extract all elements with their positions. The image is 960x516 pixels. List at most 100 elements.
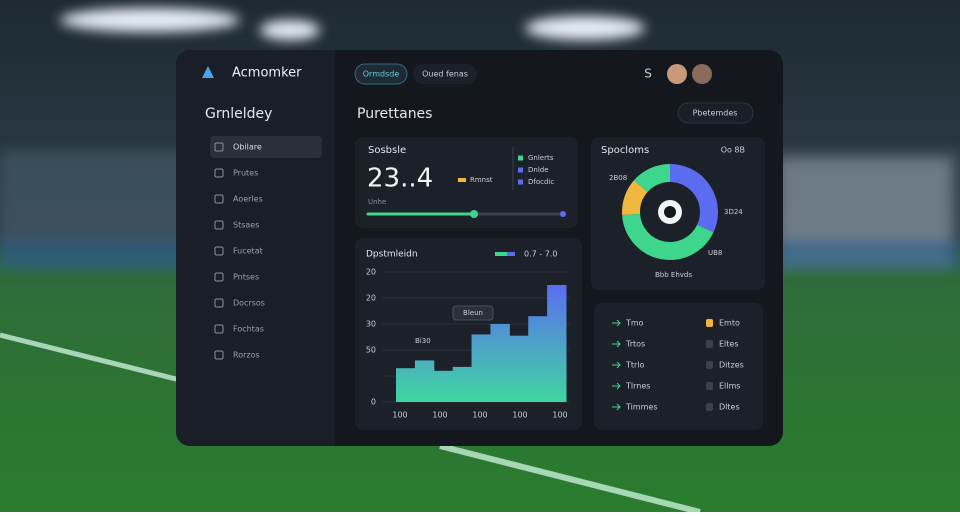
nav-item: Aoerles xyxy=(233,195,263,204)
row-value: Ellms xyxy=(719,382,740,391)
donut-segment xyxy=(622,180,648,216)
y-tick-label: 20 xyxy=(366,294,376,303)
stat-legend: Dfocdic xyxy=(528,178,554,186)
nav-item: Stsaes xyxy=(233,221,259,230)
area-step xyxy=(414,360,435,402)
avatar[interactable] xyxy=(667,64,687,84)
row-badge xyxy=(706,319,713,327)
main-title: Purettanes xyxy=(357,106,432,122)
donut-label: UB8 xyxy=(708,249,722,257)
stat-badge: Rmnst xyxy=(470,176,493,184)
button[interactable] xyxy=(677,102,754,124)
nav-icon xyxy=(214,272,224,282)
sidebar-title: Grnleldey xyxy=(205,106,272,122)
nav-item: Pntses xyxy=(233,273,259,282)
x-tick-label: 100 xyxy=(472,411,487,420)
row-badge xyxy=(706,340,713,348)
annotation: Bleun xyxy=(463,309,483,317)
row-label: Timmes xyxy=(625,403,658,412)
row-icon xyxy=(612,382,621,390)
tab-label[interactable]: Oued fenas xyxy=(422,70,468,79)
stat-value: 23..4 xyxy=(367,164,433,194)
donut-title: Spocloms xyxy=(601,145,649,156)
x-tick-label: 100 xyxy=(392,411,407,420)
y-tick-label: 50 xyxy=(366,346,376,355)
field-line xyxy=(439,443,701,515)
tab[interactable] xyxy=(354,63,408,85)
nav-icon xyxy=(214,298,224,308)
nav-item: Prutes xyxy=(233,169,258,178)
y-tick-label: 20 xyxy=(366,268,376,277)
area-step xyxy=(490,324,510,402)
icon[interactable]: S xyxy=(644,67,652,81)
donut-segment xyxy=(669,164,718,233)
button-label[interactable]: Pbetemdes xyxy=(693,109,738,118)
legend-swatch xyxy=(518,179,523,185)
row-icon xyxy=(612,403,621,411)
legend-swatch xyxy=(495,252,507,256)
row-label: Trtos xyxy=(625,340,645,349)
list-card xyxy=(594,303,763,430)
field-line xyxy=(0,332,181,383)
row-value: Dltes xyxy=(719,403,740,412)
stat-footer: Unhe xyxy=(368,198,386,206)
x-tick-label: 100 xyxy=(432,411,447,420)
area-step xyxy=(471,334,491,402)
logo-icon xyxy=(202,66,214,78)
row-value: Eltes xyxy=(719,340,739,349)
donut-label: Bbb Ehvds xyxy=(655,271,692,279)
tab[interactable] xyxy=(413,64,477,84)
nav-icon xyxy=(214,168,224,178)
donut-legend: Oo 8B xyxy=(721,146,745,155)
sidebar-active xyxy=(210,136,322,158)
area-step xyxy=(547,285,567,402)
donut-segment xyxy=(633,164,671,193)
avatar[interactable] xyxy=(692,64,712,84)
annotation: Bi30 xyxy=(415,337,431,345)
donut-label: 3D24 xyxy=(724,208,743,216)
logo: Acmomker xyxy=(232,66,302,81)
row-label: Tlrnes xyxy=(625,382,650,391)
chart-legend: 0.7 - 7.0 xyxy=(524,250,557,259)
legend-swatch xyxy=(507,252,515,256)
nav-icon xyxy=(214,220,224,230)
area-step xyxy=(528,316,548,402)
area-step xyxy=(396,368,416,402)
row-value: Ditzes xyxy=(719,361,744,370)
y-tick-label: 0 xyxy=(371,398,376,407)
row-badge xyxy=(706,382,713,390)
x-tick-label: 100 xyxy=(512,411,527,420)
row-icon xyxy=(612,319,621,327)
row-badge xyxy=(706,361,713,369)
nav-icon xyxy=(214,142,224,152)
y-tick-label: 30 xyxy=(366,320,376,329)
nav-item: Fochtas xyxy=(233,325,264,334)
row-icon xyxy=(612,361,621,369)
area-step xyxy=(433,370,454,402)
row-value: Emto xyxy=(719,319,740,328)
donut-segment xyxy=(622,213,714,260)
row-label: Tmo xyxy=(625,319,644,328)
tooltip xyxy=(452,305,494,321)
nav-item: Obilare xyxy=(233,143,262,152)
stat-legend: Gnlerts xyxy=(528,154,554,162)
nav-icon xyxy=(214,324,224,334)
nav-icon xyxy=(214,350,224,360)
area-step xyxy=(452,366,473,402)
nav-item: Docrsos xyxy=(233,299,265,308)
stat-legend: Dnlde xyxy=(528,166,549,174)
nav-icon xyxy=(214,246,224,256)
nav-item: Rorzos xyxy=(233,351,260,360)
donut-label: 2B08 xyxy=(609,174,627,182)
progress-knob[interactable] xyxy=(470,210,478,218)
tab-label[interactable]: Ormdsde xyxy=(363,70,400,79)
area-step xyxy=(509,335,529,402)
legend-swatch xyxy=(518,155,523,161)
chart-title: Dpstmleidn xyxy=(366,250,418,260)
x-tick-label: 100 xyxy=(552,411,567,420)
legend-swatch xyxy=(518,167,523,173)
donut-dot-center xyxy=(664,206,676,218)
row-badge xyxy=(706,403,713,411)
nav-icon xyxy=(214,194,224,204)
